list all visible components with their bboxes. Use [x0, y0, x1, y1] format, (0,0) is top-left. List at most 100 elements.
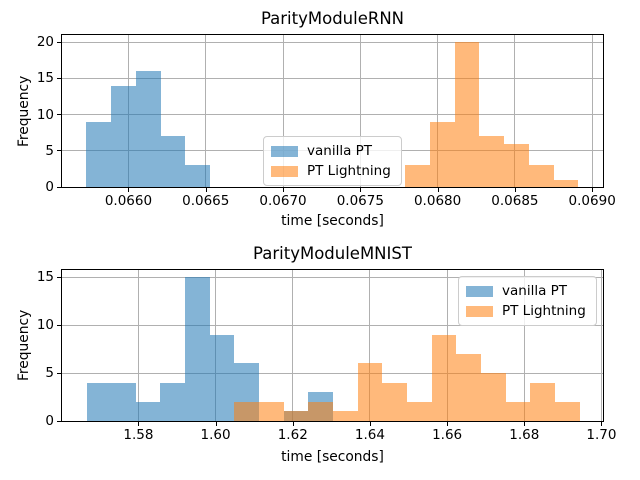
x-gridline: [600, 270, 602, 421]
histogram-bar: [111, 382, 136, 421]
histogram-bar: [185, 165, 211, 187]
x-tick-mark: [601, 422, 603, 426]
histogram-bar: [481, 373, 506, 421]
histogram-bar: [382, 382, 408, 421]
histogram-bar: [530, 382, 555, 421]
y-tick-label: 5: [45, 365, 54, 382]
histogram-bar: [160, 136, 186, 187]
x-axis-label: time [seconds]: [281, 449, 384, 465]
histogram-bar: [456, 353, 482, 421]
histogram-bar: [209, 334, 235, 421]
chart-title: ParityModuleRNN: [260, 9, 405, 28]
x-tick-mark: [369, 422, 371, 426]
histogram-bar: [431, 334, 457, 421]
x-tick-label: 0.0660: [104, 193, 153, 209]
x-gridline: [205, 35, 207, 187]
x-tick-label: 0.0675: [336, 193, 384, 209]
y-gridline: [62, 41, 603, 43]
histogram-bar: [283, 411, 309, 421]
legend-swatch-pt-lightning: [271, 165, 298, 177]
x-tick-mark: [138, 422, 140, 426]
y-tick-label: 0: [45, 413, 54, 429]
x-tick-mark: [437, 188, 439, 192]
x-axis-label: time [seconds]: [281, 213, 384, 229]
y-gridline: [62, 372, 603, 374]
y-tick-mark: [57, 77, 61, 79]
x-tick-label: 1.66: [432, 427, 463, 443]
y-axis-label: Frequency: [16, 309, 32, 382]
x-tick-mark: [205, 188, 207, 192]
x-tick-mark: [524, 422, 526, 426]
histogram-bar: [528, 165, 554, 187]
x-gridline: [292, 270, 294, 421]
histogram-bar: [479, 136, 505, 187]
x-gridline: [514, 35, 516, 187]
histogram-bar: [554, 401, 580, 421]
y-gridline: [62, 276, 603, 278]
chart-title: ParityModuleMNIST: [253, 244, 412, 263]
x-tick-mark: [292, 422, 294, 426]
histogram-bar: [505, 401, 531, 421]
x-tick-label: 0.0665: [182, 193, 230, 209]
x-tick-mark: [360, 188, 362, 192]
x-gridline: [137, 270, 139, 421]
y-tick-mark: [57, 420, 61, 422]
legend-item: PT Lightning: [271, 161, 391, 181]
histogram-bar: [86, 382, 112, 421]
x-tick-label: 1.64: [354, 427, 385, 443]
y-tick-label: 0: [45, 179, 54, 195]
x-gridline: [437, 35, 439, 187]
histogram-bar: [160, 382, 186, 421]
y-tick-mark: [57, 372, 61, 374]
y-tick-label: 15: [36, 269, 54, 286]
legend: vanilla PT PT Lightning: [263, 136, 402, 186]
histogram-bar: [333, 411, 358, 421]
y-gridline: [62, 324, 603, 326]
histogram-bar: [553, 179, 579, 187]
x-tick-label: 0.0690: [568, 193, 616, 209]
x-tick-label: 1.68: [509, 427, 540, 443]
legend-swatch-vanilla-pt: [466, 285, 493, 297]
x-tick-mark: [128, 188, 130, 192]
x-tick-label: 0.0685: [491, 193, 539, 209]
histogram-bar: [111, 85, 136, 187]
y-gridline: [62, 77, 603, 79]
y-tick-mark: [57, 186, 61, 188]
x-tick-label: 1.58: [123, 427, 154, 443]
y-tick-mark: [57, 150, 61, 152]
y-tick-mark: [57, 324, 61, 326]
histogram-bar: [185, 277, 210, 421]
y-tick-label: 5: [45, 142, 54, 159]
histogram-bar: [259, 401, 284, 421]
histogram-bar: [504, 143, 529, 187]
y-tick-label: 10: [36, 106, 54, 123]
x-tick-mark: [283, 188, 285, 192]
histogram-bar: [234, 401, 260, 421]
histogram-bar: [407, 401, 432, 421]
plot-area: [61, 34, 604, 188]
y-tick-label: 15: [36, 70, 54, 87]
x-tick-mark: [514, 188, 516, 192]
x-tick-mark: [215, 422, 217, 426]
histogram-bar: [135, 71, 161, 187]
y-gridline: [62, 114, 603, 116]
legend: vanilla PT PT Lightning: [458, 276, 597, 326]
x-gridline: [591, 35, 593, 187]
histogram-bar: [405, 165, 431, 187]
histogram-bar: [430, 121, 455, 187]
legend-label: vanilla PT: [502, 283, 568, 299]
histogram-bar: [308, 401, 334, 421]
legend-item: vanilla PT: [271, 141, 391, 161]
y-tick-mark: [57, 41, 61, 43]
legend-label: PT Lightning: [502, 303, 586, 319]
y-tick-mark: [57, 114, 61, 116]
x-gridline: [523, 270, 525, 421]
x-gridline: [282, 35, 284, 187]
legend-swatch-pt-lightning: [466, 305, 493, 317]
x-tick-label: 0.0670: [259, 193, 307, 209]
histogram-bar: [135, 401, 161, 421]
legend-item: PT Lightning: [466, 301, 586, 321]
